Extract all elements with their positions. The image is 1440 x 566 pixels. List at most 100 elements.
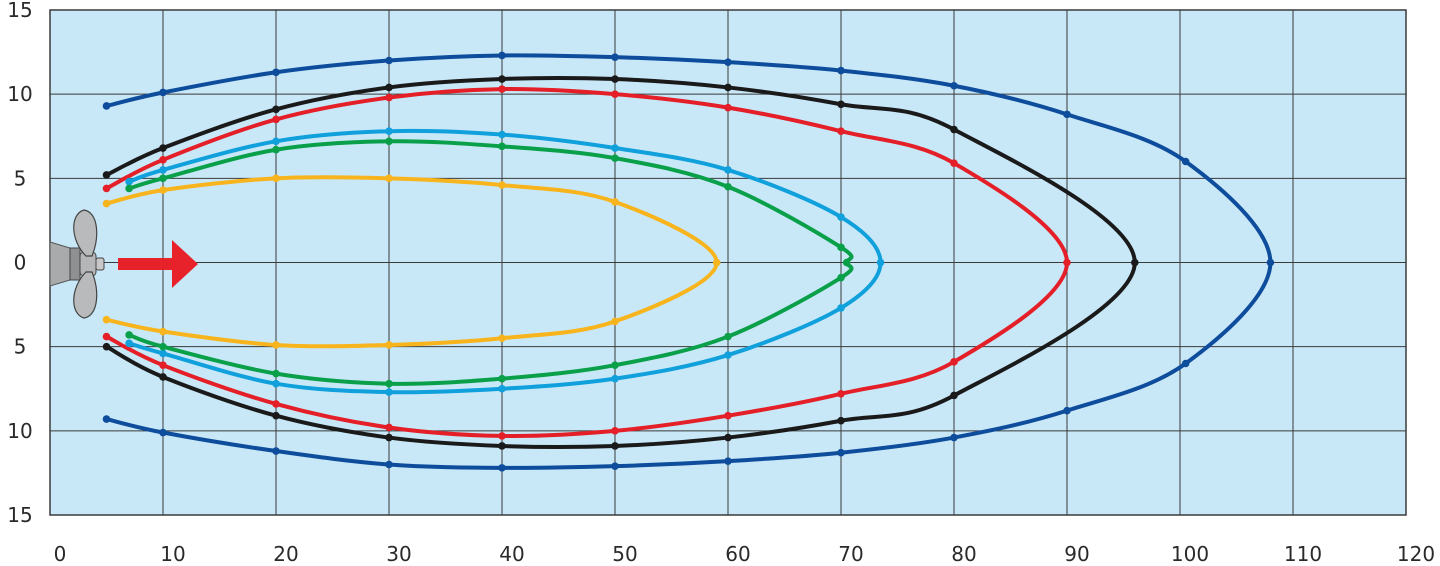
data-point	[498, 130, 506, 139]
data-point	[611, 374, 619, 383]
data-point	[159, 342, 167, 351]
data-point	[159, 156, 167, 164]
data-point	[724, 83, 732, 92]
x-tick-label: 100	[1171, 542, 1209, 566]
data-point	[385, 83, 393, 92]
data-point	[724, 411, 732, 420]
data-point	[724, 351, 732, 359]
data-point	[385, 127, 393, 135]
data-point	[611, 462, 619, 470]
data-point	[102, 415, 111, 423]
data-point	[1266, 258, 1275, 267]
y-tick-label: 5	[14, 335, 27, 359]
data-point	[125, 177, 133, 186]
data-point	[611, 317, 619, 326]
x-axis-ticks: 0 10 20 30 40 50 60 70 80 90 100 110 120	[54, 542, 1435, 566]
data-point	[837, 273, 845, 282]
data-point	[159, 166, 167, 174]
data-point	[724, 58, 732, 66]
data-point	[272, 137, 280, 146]
data-point	[712, 258, 721, 267]
data-point	[611, 427, 619, 435]
data-point	[272, 174, 280, 183]
data-point	[272, 145, 280, 154]
data-point	[950, 433, 958, 442]
data-point	[724, 103, 732, 112]
data-point	[272, 411, 280, 420]
x-tick-label: 90	[1064, 542, 1089, 566]
data-point	[611, 90, 619, 98]
data-point	[125, 331, 133, 339]
data-point	[102, 171, 111, 179]
data-point	[102, 184, 111, 193]
x-tick-label: 120	[1397, 542, 1435, 566]
data-point	[1131, 258, 1139, 267]
data-point	[837, 448, 845, 457]
data-point	[159, 349, 167, 358]
data-point	[385, 93, 393, 102]
data-point	[611, 154, 619, 162]
x-tick-label: 110	[1284, 542, 1322, 566]
data-point	[385, 174, 393, 183]
data-point	[272, 400, 280, 408]
data-point	[385, 379, 393, 388]
data-point	[498, 374, 506, 383]
x-tick-label: 70	[838, 542, 863, 566]
y-tick-label: 15	[7, 503, 32, 527]
data-point	[724, 182, 732, 191]
data-point	[837, 100, 845, 109]
data-point	[724, 166, 732, 174]
data-point	[876, 258, 885, 267]
data-point	[837, 213, 845, 221]
data-point	[125, 339, 133, 348]
x-tick-label: 10	[160, 542, 185, 566]
data-point	[611, 75, 619, 83]
data-point	[159, 373, 167, 381]
data-point	[159, 144, 167, 152]
data-point	[385, 56, 393, 65]
data-point	[498, 51, 506, 60]
data-point	[1063, 110, 1071, 119]
x-tick-label: 80	[951, 542, 976, 566]
data-point	[950, 81, 958, 90]
data-point	[842, 258, 851, 267]
data-point	[837, 127, 845, 135]
data-point	[102, 315, 111, 324]
data-point	[611, 53, 619, 61]
data-point	[272, 105, 280, 114]
data-point	[498, 384, 506, 393]
data-point	[385, 341, 393, 349]
data-point	[159, 327, 167, 336]
data-points	[102, 51, 1275, 472]
data-point	[950, 159, 958, 167]
data-point	[724, 457, 732, 465]
data-point	[837, 243, 845, 252]
data-point	[950, 125, 958, 134]
data-point	[1063, 258, 1071, 267]
data-point	[159, 428, 167, 437]
data-point	[125, 184, 133, 193]
data-point	[385, 423, 393, 432]
data-point	[498, 75, 506, 83]
data-point	[950, 391, 958, 400]
data-point	[272, 379, 280, 388]
x-tick-label: 50	[612, 542, 637, 566]
data-point	[1181, 157, 1190, 166]
data-point	[159, 361, 167, 369]
y-tick-label: 0	[14, 251, 27, 275]
data-point	[498, 432, 506, 440]
data-point	[272, 447, 280, 455]
x-tick-label: 30	[386, 542, 411, 566]
data-point	[498, 181, 506, 189]
y-tick-label: 15	[7, 0, 32, 22]
x-tick-label: 20	[273, 542, 298, 566]
data-point	[498, 334, 506, 343]
data-point	[1181, 359, 1190, 368]
data-point	[159, 174, 167, 183]
data-point	[611, 144, 619, 152]
data-point	[159, 88, 167, 97]
data-point	[837, 390, 845, 398]
data-point	[272, 369, 280, 378]
data-point	[611, 442, 619, 450]
